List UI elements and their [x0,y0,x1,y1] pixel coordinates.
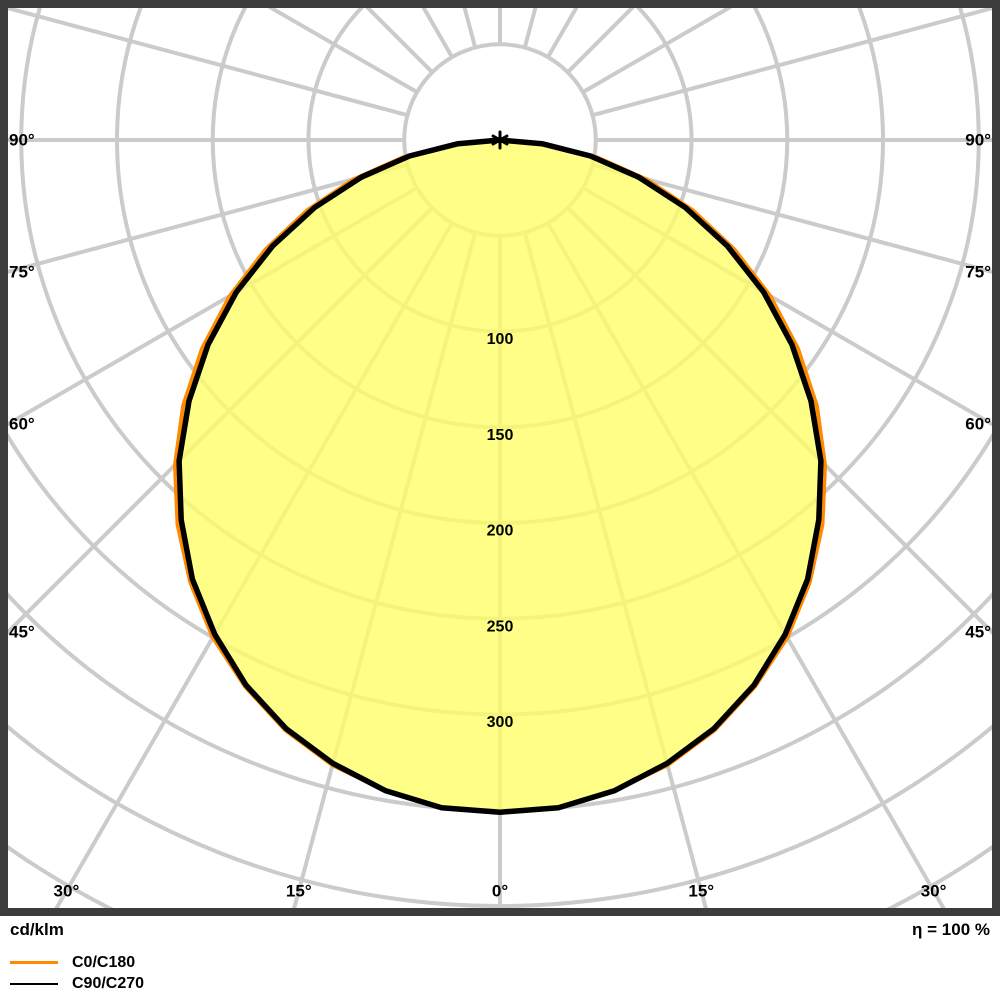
grid-ray [8,162,409,274]
angle-label-bottom: 15° [286,882,312,901]
angle-label-bottom: 15° [688,882,714,901]
angle-label-left: 60° [9,415,35,434]
angle-label-bottom: 0° [492,882,508,901]
efficiency-label: η = 100 % [912,920,990,939]
angle-label-right: 75° [965,262,991,281]
unit-label: cd/klm [10,920,64,939]
curve-fill [175,140,825,813]
radial-tick-label: 300 [487,714,514,731]
angle-label-bottom: 30° [921,882,947,901]
grid-ray [8,8,409,118]
legend-line-c90-c270-icon [10,982,58,985]
legend-row-c0-c180: C0/C180 [10,952,144,973]
radial-tick-label: 250 [487,618,514,635]
curve-c90-c270 [176,137,824,815]
radial-tick-label: 200 [487,523,514,540]
angle-label-right: 90° [965,131,991,150]
radial-tick-label: 150 [487,427,514,444]
legend-line-c0-c180-icon [10,961,58,964]
legend-label-c0-c180: C0/C180 [72,953,136,971]
legend: C0/C180 C90/C270 [10,952,144,994]
grid-ray [591,162,992,274]
angle-label-bottom: 30° [54,882,80,901]
radial-tick-label: 100 [487,331,514,348]
legend-row-c90-c270: C90/C270 [10,973,144,994]
legend-label-c90-c270: C90/C270 [72,974,145,992]
plot-frame [0,0,1000,916]
angle-label-left: 75° [9,262,35,281]
peak-marker-arm [491,134,509,146]
peak-marker [491,130,509,150]
grid-ray [591,8,992,118]
angle-label-right: 45° [965,623,991,642]
angle-label-left: 45° [9,623,35,642]
angle-label-left: 90° [9,131,35,150]
angle-label-right: 60° [965,415,991,434]
